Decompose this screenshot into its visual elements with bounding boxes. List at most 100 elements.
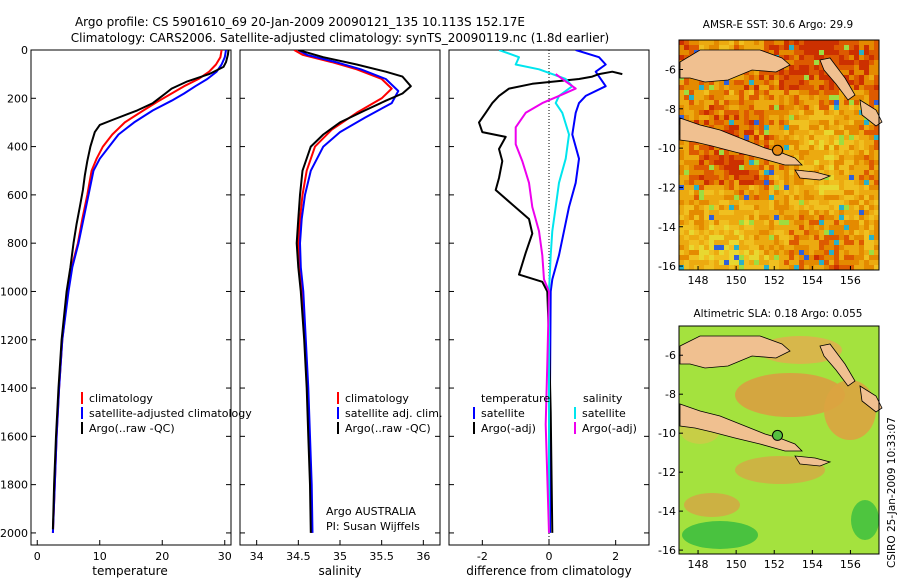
sst-cell bbox=[854, 85, 860, 91]
sst-cell bbox=[869, 125, 875, 131]
sst-cell bbox=[714, 265, 720, 271]
sst-cell bbox=[749, 205, 755, 211]
sst-cell bbox=[709, 220, 715, 226]
sst-cell bbox=[784, 45, 790, 51]
sst-cell bbox=[749, 180, 755, 186]
sst-cell bbox=[694, 255, 700, 261]
sst-cell bbox=[744, 90, 750, 96]
sst-cell bbox=[824, 185, 830, 191]
sst-cell bbox=[724, 85, 730, 91]
sst-cell bbox=[729, 230, 735, 236]
sst-cell bbox=[684, 235, 690, 241]
sst-cell bbox=[764, 130, 770, 136]
sst-cell bbox=[799, 185, 805, 191]
sst-cell bbox=[814, 55, 820, 61]
sst-cell bbox=[809, 85, 815, 91]
sst-cell bbox=[784, 40, 790, 46]
sst-cell bbox=[769, 190, 775, 196]
sst-cell bbox=[719, 250, 725, 256]
sst-cell bbox=[849, 265, 855, 271]
sst-cell bbox=[864, 55, 870, 61]
sst-cell bbox=[774, 240, 780, 246]
sst-cell bbox=[859, 205, 865, 211]
sst-cell bbox=[724, 115, 730, 121]
sst-cell bbox=[779, 50, 785, 56]
sst-cell bbox=[829, 225, 835, 231]
sst-cell bbox=[844, 125, 850, 131]
sst-cell bbox=[854, 250, 860, 256]
sst-cell bbox=[704, 235, 710, 241]
sst-cell bbox=[814, 205, 820, 211]
sst-cell bbox=[769, 140, 775, 146]
sst-cell bbox=[784, 65, 790, 71]
sst-cell bbox=[739, 265, 745, 271]
sst-cell bbox=[799, 75, 805, 81]
sst-cell bbox=[849, 140, 855, 146]
sla_map-ytick-label-2: -10 bbox=[658, 427, 676, 440]
sst-cell bbox=[694, 45, 700, 51]
sst-cell bbox=[789, 95, 795, 101]
sst-cell bbox=[719, 215, 725, 221]
sst-cell bbox=[784, 255, 790, 261]
sst-cell bbox=[689, 40, 695, 46]
sst-cell bbox=[689, 240, 695, 246]
sst-cell bbox=[754, 100, 760, 106]
sst-cell bbox=[864, 100, 870, 106]
sst-cell bbox=[774, 255, 780, 261]
sst-cell bbox=[714, 200, 720, 206]
sla-cool-blob-sw bbox=[682, 521, 758, 549]
sst-cell bbox=[744, 75, 750, 81]
sst-cell bbox=[759, 220, 765, 226]
sst-cell bbox=[834, 175, 840, 181]
sst-cell bbox=[779, 140, 785, 146]
sst-cell bbox=[874, 210, 880, 216]
sst-cell bbox=[794, 90, 800, 96]
sst-cell bbox=[709, 180, 715, 186]
sst-cell bbox=[749, 115, 755, 121]
sst-cell bbox=[749, 210, 755, 216]
sst-cell bbox=[719, 210, 725, 216]
sst-cell bbox=[754, 200, 760, 206]
sst-cell bbox=[729, 260, 735, 266]
sst-cell bbox=[749, 245, 755, 251]
sst-cell bbox=[689, 260, 695, 266]
sst-cell bbox=[739, 90, 745, 96]
sst-cell bbox=[789, 70, 795, 76]
sst-cell bbox=[834, 120, 840, 126]
sst-cell bbox=[694, 105, 700, 111]
sst-cell bbox=[804, 105, 810, 111]
sst-cell bbox=[719, 115, 725, 121]
sst-cell bbox=[854, 150, 860, 156]
sst-cell bbox=[694, 225, 700, 231]
sst-cell bbox=[704, 120, 710, 126]
sst-cell bbox=[734, 175, 740, 181]
sst-cell bbox=[719, 175, 725, 181]
sst-cell bbox=[694, 205, 700, 211]
sst-cell bbox=[819, 150, 825, 156]
sst-cell bbox=[744, 260, 750, 266]
sst-cell bbox=[859, 75, 865, 81]
sst-cell bbox=[734, 245, 740, 251]
sst-cell bbox=[754, 210, 760, 216]
sst-cell bbox=[809, 80, 815, 86]
sst-cell bbox=[684, 45, 690, 51]
sst-cell bbox=[704, 230, 710, 236]
sst-cell bbox=[794, 80, 800, 86]
sst-cell bbox=[839, 130, 845, 136]
sst-cell bbox=[729, 250, 735, 256]
sst-cell bbox=[839, 210, 845, 216]
sst-cell bbox=[684, 200, 690, 206]
sst-cell bbox=[704, 170, 710, 176]
sst-cell bbox=[809, 255, 815, 261]
temperature-ytick-label-5: 1000 bbox=[0, 285, 28, 298]
sst-cell bbox=[679, 50, 685, 56]
sst-cell bbox=[804, 185, 810, 191]
sst-cell bbox=[709, 200, 715, 206]
sst-cell bbox=[749, 75, 755, 81]
sst-cell bbox=[814, 225, 820, 231]
difference-xtick-label-2: 2 bbox=[612, 550, 619, 563]
sst-cell bbox=[839, 160, 845, 166]
sst-cell bbox=[839, 215, 845, 221]
sst-cell bbox=[759, 70, 765, 76]
difference-x-ticks: -2 0 2 bbox=[449, 49, 649, 563]
